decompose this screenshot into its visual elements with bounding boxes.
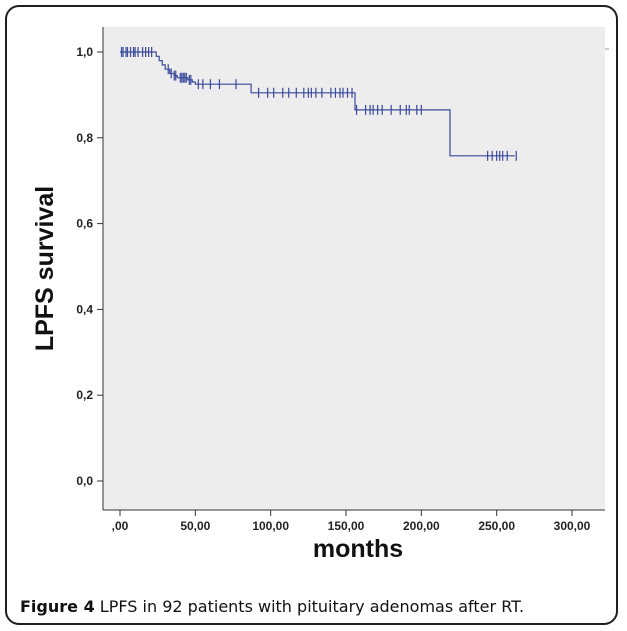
- y-tick-label: 0,4: [76, 302, 93, 316]
- figure-caption-label: Figure 4: [20, 597, 95, 616]
- y-tick-label: 0,2: [76, 388, 93, 402]
- x-tick-label: 300,00: [554, 519, 591, 533]
- x-tick-label: 100,00: [252, 519, 289, 533]
- figure-caption-text: LPFS in 92 patients with pituitary adeno…: [99, 597, 525, 616]
- figure-caption: Figure 4 LPFS in 92 patients with pituit…: [20, 597, 524, 616]
- censor-marks: [120, 47, 517, 161]
- y-tick-label: 0,8: [76, 131, 93, 145]
- x-tick-label: 50,00: [180, 519, 210, 533]
- x-tick-label: ,00: [112, 519, 129, 533]
- plot-area: [103, 27, 605, 510]
- x-axis-label: months: [313, 535, 403, 563]
- x-tick-label: 200,00: [403, 519, 440, 533]
- y-tick-label: 0,0: [76, 474, 93, 488]
- y-tick-label: 0,6: [76, 217, 93, 231]
- y-axis-ticks: 0,0 0,2 0,4 0,6 0,8 1,0: [76, 45, 103, 488]
- x-tick-label: 150,00: [328, 519, 365, 533]
- survival-curve: [120, 51, 515, 157]
- y-axis-label: LPFS survival: [31, 186, 59, 351]
- x-axis-ticks: ,00 50,00 100,00 150,00 200,00 250,00 300,00: [112, 510, 591, 533]
- y-tick-label: 1,0: [76, 45, 93, 59]
- x-tick-label: 250,00: [478, 519, 515, 533]
